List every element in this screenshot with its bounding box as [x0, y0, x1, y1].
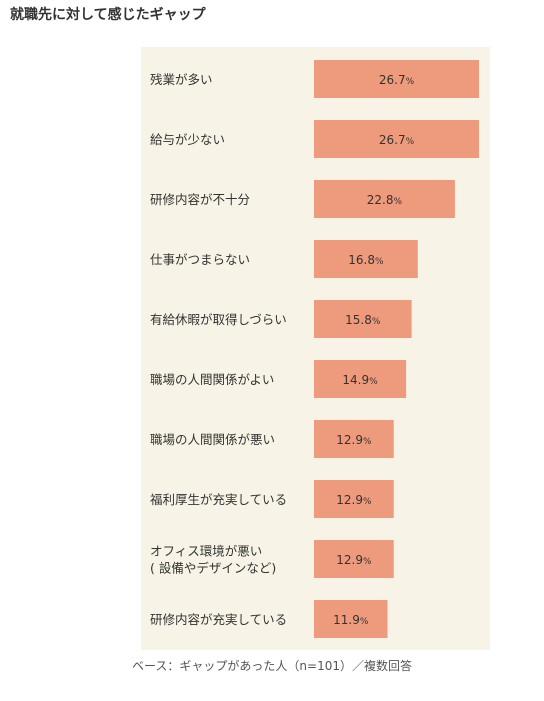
- value-label-4: 16.8%: [348, 253, 384, 267]
- category-label-4: 仕事がつまらない: [150, 252, 250, 267]
- bar-8: [314, 480, 394, 518]
- bar-9: [314, 540, 394, 578]
- bar-7: [314, 420, 394, 458]
- value-label-6: 14.9%: [342, 373, 378, 387]
- bar-2: [314, 120, 479, 158]
- category-label-9-line-1: オフィス環境が悪い: [150, 544, 262, 559]
- value-label-1: 26.7%: [379, 73, 415, 87]
- category-label-6: 職場の人間関係がよい: [150, 372, 274, 387]
- category-label-2: 給与が少ない: [150, 132, 225, 147]
- value-label-10: 11.9%: [333, 613, 369, 627]
- category-label-5: 有給休暇が取得しづらい: [150, 312, 287, 327]
- value-label-8: 12.9%: [336, 493, 372, 507]
- bar-1: [314, 60, 479, 98]
- category-label-8: 福利厚生が充実している: [150, 492, 287, 507]
- value-label-2: 26.7%: [379, 133, 415, 147]
- category-label-7: 職場の人間関係が悪い: [150, 432, 275, 447]
- value-label-5: 15.8%: [345, 313, 381, 327]
- category-label-10: 研修内容が充実している: [150, 612, 287, 627]
- value-label-3: 22.8%: [367, 193, 403, 207]
- category-label-1: 残業が多い: [150, 72, 213, 87]
- chart-title: 就職先に対して感じたギャップ: [10, 7, 206, 23]
- bar-4: [314, 240, 418, 278]
- value-label-7: 12.9%: [336, 433, 372, 447]
- footnote: ベース：ギャップがあった人（n=101）／複数回答: [132, 659, 412, 673]
- value-label-9: 12.9%: [336, 553, 372, 567]
- category-label-3: 研修内容が不十分: [150, 192, 250, 207]
- bar-10: [314, 600, 388, 638]
- category-label-9-line-2: ( 設備やデザインなど): [150, 561, 276, 576]
- bar-5: [314, 300, 412, 338]
- bar-6: [314, 360, 407, 398]
- bar-3: [314, 180, 455, 218]
